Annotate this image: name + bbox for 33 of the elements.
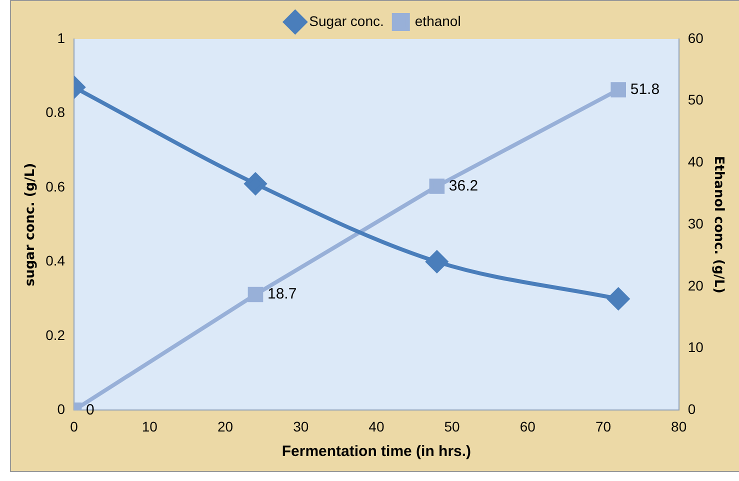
y-tick-label: 0 <box>57 401 66 418</box>
data-label: 0 <box>86 401 94 418</box>
x-tick-label: 20 <box>217 418 234 434</box>
data-label: 51.8 <box>630 80 660 98</box>
y-axis-title: sugar conc. (g/L) <box>23 162 38 286</box>
y-tick-label: 0.4 <box>46 252 66 269</box>
y2-tick-label: 50 <box>688 92 704 108</box>
y-tick-label: 0.2 <box>46 326 66 343</box>
y2-tick-label: 40 <box>688 154 704 170</box>
y2-tick-label: 30 <box>688 215 704 232</box>
x-tick-label: 10 <box>142 418 158 434</box>
data-label: 18.7 <box>267 286 297 303</box>
y2-axis-title: Ethanol conc. (g/L) <box>710 156 726 294</box>
y2-tick-label: 20 <box>688 277 704 294</box>
x-tick-label: 60 <box>520 418 536 434</box>
legend-label: Sugar conc. <box>309 12 384 29</box>
y-tick-label: 0.8 <box>46 104 66 120</box>
y2-tick-label: 10 <box>688 339 704 356</box>
x-tick-label: 0 <box>70 418 78 434</box>
legend-label: ethanol <box>414 12 461 29</box>
x-tick-label: 40 <box>368 418 384 434</box>
y2-tick-label: 0 <box>688 401 696 418</box>
x-axis-title: Fermentation time (in hrs.) <box>282 443 472 460</box>
x-tick-label: 50 <box>444 418 460 434</box>
x-tick-label: 70 <box>595 418 612 434</box>
y2-tick-label: 60 <box>688 30 704 46</box>
y-tick-label: 0.6 <box>46 178 66 194</box>
data-label: 36.2 <box>448 177 478 194</box>
point <box>429 178 445 194</box>
x-tick-label: 80 <box>671 418 687 434</box>
y-tick-label: 1 <box>57 30 66 46</box>
x-tick-label: 30 <box>293 418 309 434</box>
point <box>610 82 626 98</box>
